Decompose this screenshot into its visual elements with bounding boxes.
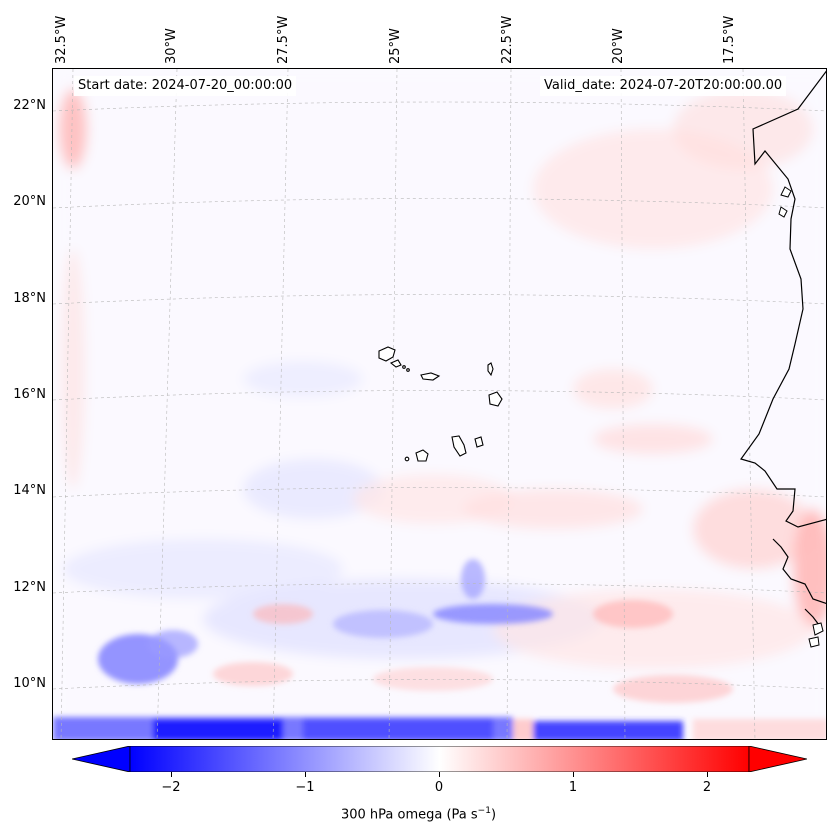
colorbar-extend-min	[72, 746, 131, 772]
coastline-islands-bissau	[778, 186, 824, 648]
lon-label-20w: 20°W	[611, 28, 626, 64]
colorbar-tickmark	[573, 772, 574, 777]
lat-label-22n: 22°N	[13, 98, 46, 113]
colorbar-extend-max	[748, 746, 807, 772]
lat-label-10n: 10°N	[13, 676, 46, 691]
colorbar-label: 300 hPa omega (Pa s−1)	[0, 806, 837, 822]
colorbar-label-close: )	[490, 807, 497, 823]
colorbar-label-exponent: −1	[477, 806, 491, 816]
lon-label-27-5w: 27.5°W	[276, 15, 291, 64]
colorbar-tick-label: 0	[434, 780, 444, 795]
colorbar	[72, 746, 807, 772]
lon-label-32-5w: 32.5°W	[54, 15, 69, 64]
colorbar-label-main: 300 hPa omega (Pa s	[340, 807, 478, 823]
lon-label-25w: 25°W	[388, 28, 403, 64]
colorbar-tick-label: 1	[568, 780, 578, 795]
lon-label-30w: 30°W	[164, 28, 179, 64]
colorbar-tickmark	[439, 772, 440, 777]
lat-label-18n: 18°N	[13, 291, 46, 306]
lat-label-14n: 14°N	[13, 483, 46, 498]
omega-field-strong	[53, 559, 826, 739]
colorbar-tick-label: −2	[161, 780, 181, 795]
lat-label-16n: 16°N	[13, 387, 46, 402]
omega-field	[53, 69, 826, 739]
lon-label-17-5w: 17.5°W	[722, 15, 737, 64]
map-panel[interactable]	[52, 68, 827, 740]
valid-date-label: Valid_date: 2024-07-20T20:00:00.00	[540, 76, 787, 96]
lon-label-22-5w: 22.5°W	[500, 15, 515, 64]
lat-label-20n: 20°N	[13, 194, 46, 209]
colorbar-tickmark	[305, 772, 306, 777]
colorbar-tick-label: 2	[702, 780, 712, 795]
colorbar-tickmark	[171, 772, 172, 777]
colorbar-tick-label: −1	[295, 780, 315, 795]
colorbar-tickmark	[707, 772, 708, 777]
graticule	[53, 69, 826, 739]
lat-label-12n: 12°N	[13, 580, 46, 595]
map-svg	[53, 69, 826, 739]
colorbar-body	[129, 746, 750, 772]
cape-verde-islands	[378, 346, 503, 462]
start-date-label: Start date: 2024-07-20_00:00:00	[74, 76, 297, 96]
